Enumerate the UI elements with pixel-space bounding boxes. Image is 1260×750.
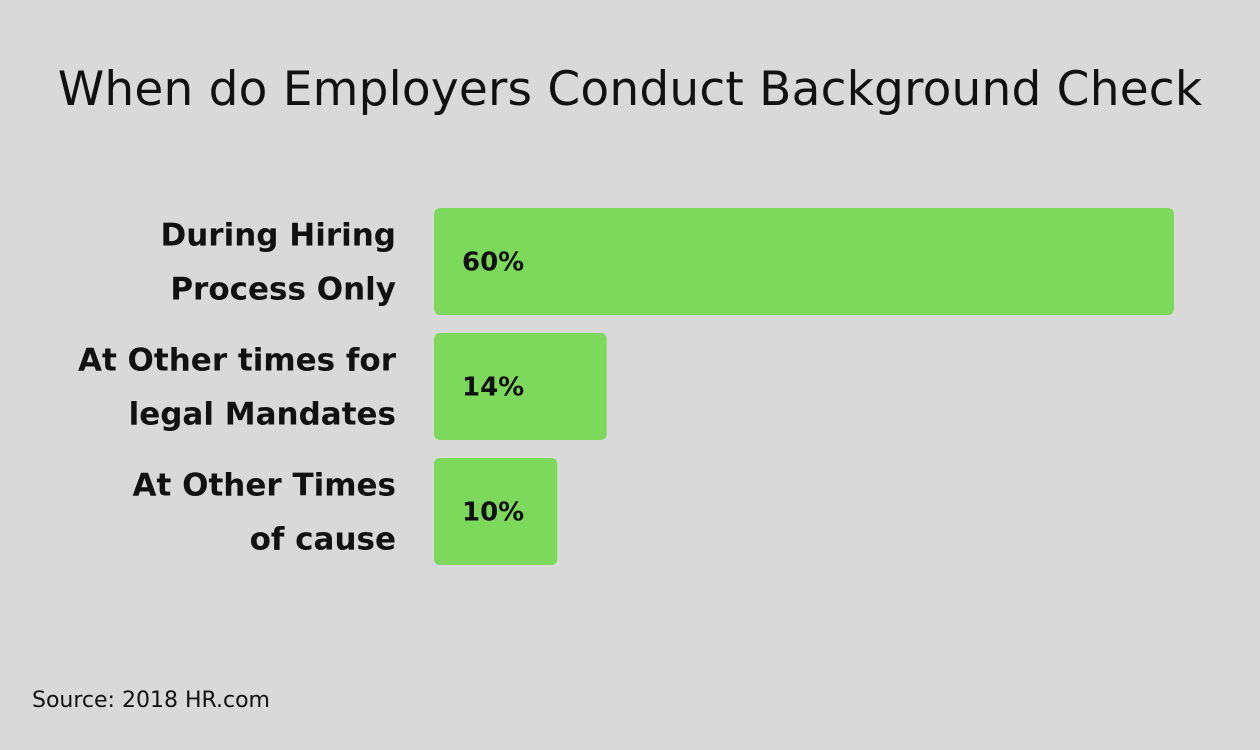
category-label-2-line-2: legal Mandates [129, 397, 396, 433]
category-label-1-line-2: Process Only [170, 272, 396, 308]
category-label-3-line-1: At Other Times [133, 468, 397, 504]
data-label-1: 60% [462, 248, 524, 278]
category-label-1-line-1: During Hiring [160, 218, 396, 254]
category-label-3-line-2: of cause [250, 522, 396, 558]
data-label-3: 10% [462, 498, 524, 528]
data-label-2: 14% [462, 373, 524, 403]
chart-title: When do Employers Conduct Background Che… [57, 62, 1203, 117]
category-label-2-line-1: At Other times for [78, 343, 397, 379]
source-note: Source: 2018 HR.com [32, 688, 270, 713]
bars-group: 60% 14% 10% [434, 208, 1174, 565]
bar-1 [434, 208, 1174, 315]
bar-2 [434, 333, 607, 440]
bar-3 [434, 458, 558, 565]
category-labels-group: During Hiring Process Only At Other times … [78, 218, 397, 558]
